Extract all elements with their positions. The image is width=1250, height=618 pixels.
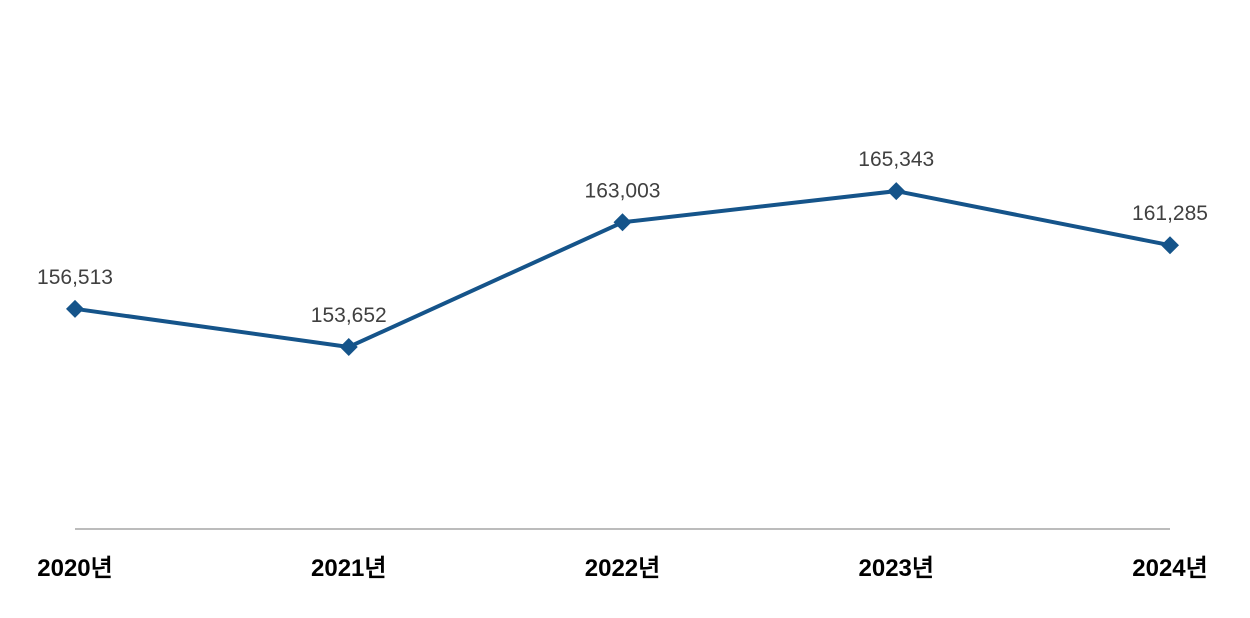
data-point-marker (613, 213, 632, 232)
data-point-label: 161,285 (1132, 202, 1208, 225)
data-point-label: 163,003 (585, 179, 661, 202)
x-axis-tick-label: 2020년 (37, 555, 112, 582)
data-point-marker (66, 299, 84, 318)
data-point-marker (1161, 236, 1179, 255)
x-axis-tick-label: 2021년 (311, 555, 386, 582)
data-point-marker (339, 337, 358, 356)
data-point-label: 153,652 (311, 304, 387, 327)
x-axis-tick-label: 2023년 (859, 555, 934, 582)
data-point-marker (887, 182, 906, 201)
x-axis-tick-label: 2022년 (585, 555, 660, 582)
data-point-label: 156,513 (37, 266, 113, 289)
x-axis-tick-label: 2024년 (1132, 555, 1207, 582)
data-point-label: 165,343 (858, 148, 934, 171)
